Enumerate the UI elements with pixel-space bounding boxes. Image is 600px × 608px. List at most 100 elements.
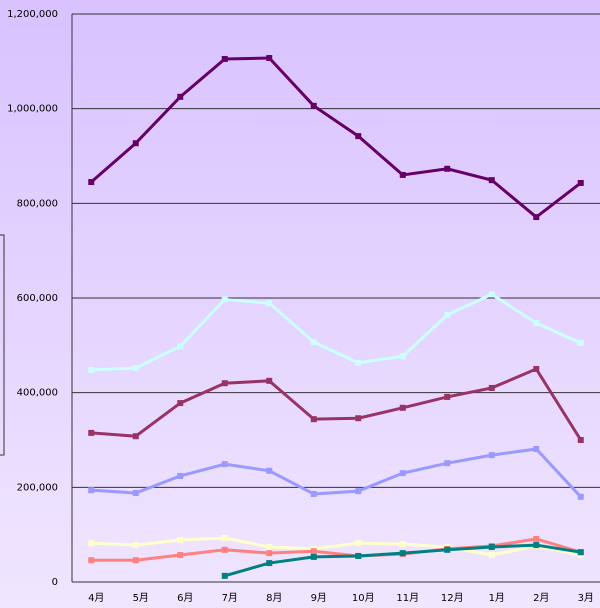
data-point [221,55,228,62]
series-line [91,447,582,498]
x-tick-label: 4月 [88,592,104,604]
data-point [221,572,228,579]
data-point [266,467,273,474]
data-point [221,546,228,553]
series-line [91,292,582,372]
data-point [488,552,495,559]
data-point [533,366,540,372]
data-point [266,560,273,567]
data-point [577,339,584,346]
data-point [399,541,406,548]
data-point [266,55,273,62]
data-point [177,93,184,100]
side-bracket [0,234,5,456]
data-point [444,312,451,319]
data-point [355,540,362,547]
data-point [132,140,139,147]
x-tick-label: 6月 [177,592,193,604]
data-point [488,291,495,298]
data-point [399,171,406,178]
y-tick-label: 200,000 [17,482,58,493]
data-point [399,404,406,411]
data-point [310,548,317,555]
data-point [266,550,273,557]
data-point [444,165,451,172]
data-point [577,179,584,186]
data-point [88,429,95,436]
data-point [221,296,228,303]
x-tick-label: 5月 [133,592,149,604]
data-point [310,490,317,497]
data-point [132,365,139,372]
data-point [355,488,362,495]
data-point [310,102,317,109]
x-tick-label: 7月 [222,592,238,604]
data-point [488,543,495,550]
data-point [310,339,317,346]
data-point [132,433,139,440]
x-tick-label: 8月 [266,592,282,604]
data-point [355,133,362,140]
y-tick-label: 400,000 [17,388,58,399]
data-point [132,542,139,549]
data-point [88,557,95,564]
y-tick-label: 1,200,000 [7,9,58,20]
data-point [88,179,95,186]
y-tick-label: 1,000,000 [7,104,58,115]
data-point [355,415,362,422]
data-point [533,445,540,452]
data-point [355,552,362,559]
data-point [310,416,317,423]
data-point [488,452,495,459]
x-tick-label: 12月 [441,592,464,604]
data-point [132,490,139,497]
data-point [177,472,184,479]
data-point [310,553,317,560]
x-tick-label: 3月 [578,592,594,604]
x-tick-label: 10月 [352,592,375,604]
series-line [91,367,583,441]
data-point [266,300,273,307]
data-point [221,461,228,468]
x-tick-label: 1月 [489,592,505,604]
x-tick-label: 11月 [396,592,419,604]
data-point [132,557,139,564]
data-point [533,320,540,327]
data-point [533,214,540,221]
y-tick-label: 800,000 [17,198,58,209]
data-point [88,487,95,494]
data-point [221,534,228,541]
data-point [355,359,362,366]
data-point [577,549,584,556]
data-point [88,540,95,547]
x-tick-label: 9月 [311,592,327,604]
y-tick-label: 0 [52,577,58,588]
data-point [488,177,495,184]
data-point [399,353,406,360]
data-point [266,377,273,384]
data-point [488,384,495,391]
data-point [266,543,273,550]
series-line [91,537,582,562]
data-point [177,552,184,559]
data-point [444,546,451,553]
data-point [177,400,184,407]
series-line [90,56,582,219]
data-point [577,493,584,500]
data-point [399,470,406,477]
data-point [533,535,540,542]
data-point [221,380,228,387]
y-tick-label: 600,000 [17,293,58,304]
data-point [533,542,540,549]
data-point [444,393,451,400]
data-point [88,366,95,373]
data-point [177,536,184,543]
data-point [177,343,184,350]
data-point [444,460,451,467]
data-point [577,437,584,443]
x-tick-label: 2月 [533,592,549,604]
series-line [91,536,582,557]
data-point [399,550,406,557]
